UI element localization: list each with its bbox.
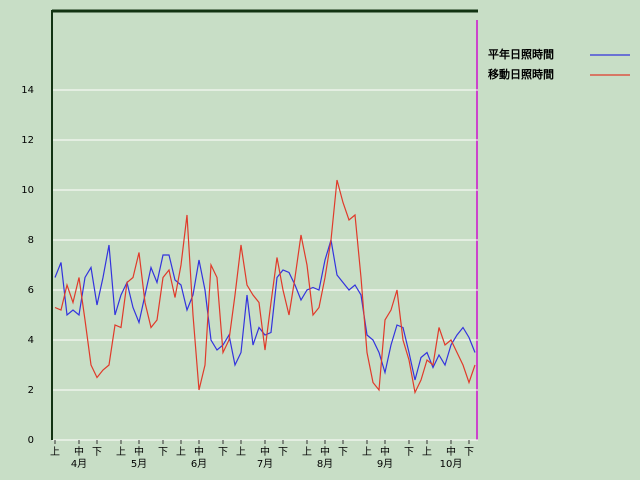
month-label: 9月 — [377, 458, 393, 470]
x-tick-label: 上 — [116, 446, 126, 458]
legend-label: 移動日照時間 — [488, 67, 554, 81]
month-label: 6月 — [191, 458, 207, 470]
month-label: 8月 — [317, 458, 333, 470]
y-tick-label: 6 — [28, 285, 34, 296]
x-tick-label: 中 — [260, 445, 270, 458]
y-tick-label: 10 — [21, 185, 34, 196]
x-tick-label: 下 — [278, 447, 288, 458]
month-label: 5月 — [131, 458, 147, 470]
x-tick-label: 中 — [380, 445, 390, 458]
month-label: 4月 — [71, 458, 87, 470]
x-tick-label: 中 — [74, 445, 84, 458]
x-tick-label: 中 — [446, 445, 456, 458]
month-label: 10月 — [440, 458, 463, 470]
x-tick-label: 下 — [92, 447, 102, 458]
series-line — [54, 179, 476, 395]
y-tick-label: 8 — [28, 235, 34, 246]
x-tick-label: 下 — [158, 447, 168, 458]
x-tick-label: 上 — [236, 446, 246, 458]
x-tick-label: 上 — [176, 446, 186, 458]
x-tick-label: 下 — [338, 447, 348, 458]
month-label: 7月 — [257, 458, 273, 470]
y-tick-label: 14 — [21, 85, 34, 96]
x-tick-label: 下 — [218, 447, 228, 458]
legend-label: 平年日照時間 — [488, 47, 554, 61]
x-tick-label: 下 — [404, 447, 414, 458]
y-tick-label: 12 — [21, 135, 34, 146]
x-tick-label: 中 — [320, 445, 330, 458]
y-tick-label: 0 — [28, 435, 34, 446]
x-tick-label: 上 — [422, 446, 432, 458]
y-tick-label: 4 — [28, 335, 34, 346]
x-tick-label: 上 — [50, 446, 60, 458]
x-tick-label: 中 — [194, 445, 204, 458]
x-tick-label: 上 — [302, 446, 312, 458]
x-tick-label: 上 — [362, 446, 372, 458]
x-tick-label: 下 — [464, 447, 474, 458]
series-line — [54, 239, 476, 381]
y-tick-label: 2 — [28, 385, 34, 396]
x-tick-label: 中 — [134, 445, 144, 458]
